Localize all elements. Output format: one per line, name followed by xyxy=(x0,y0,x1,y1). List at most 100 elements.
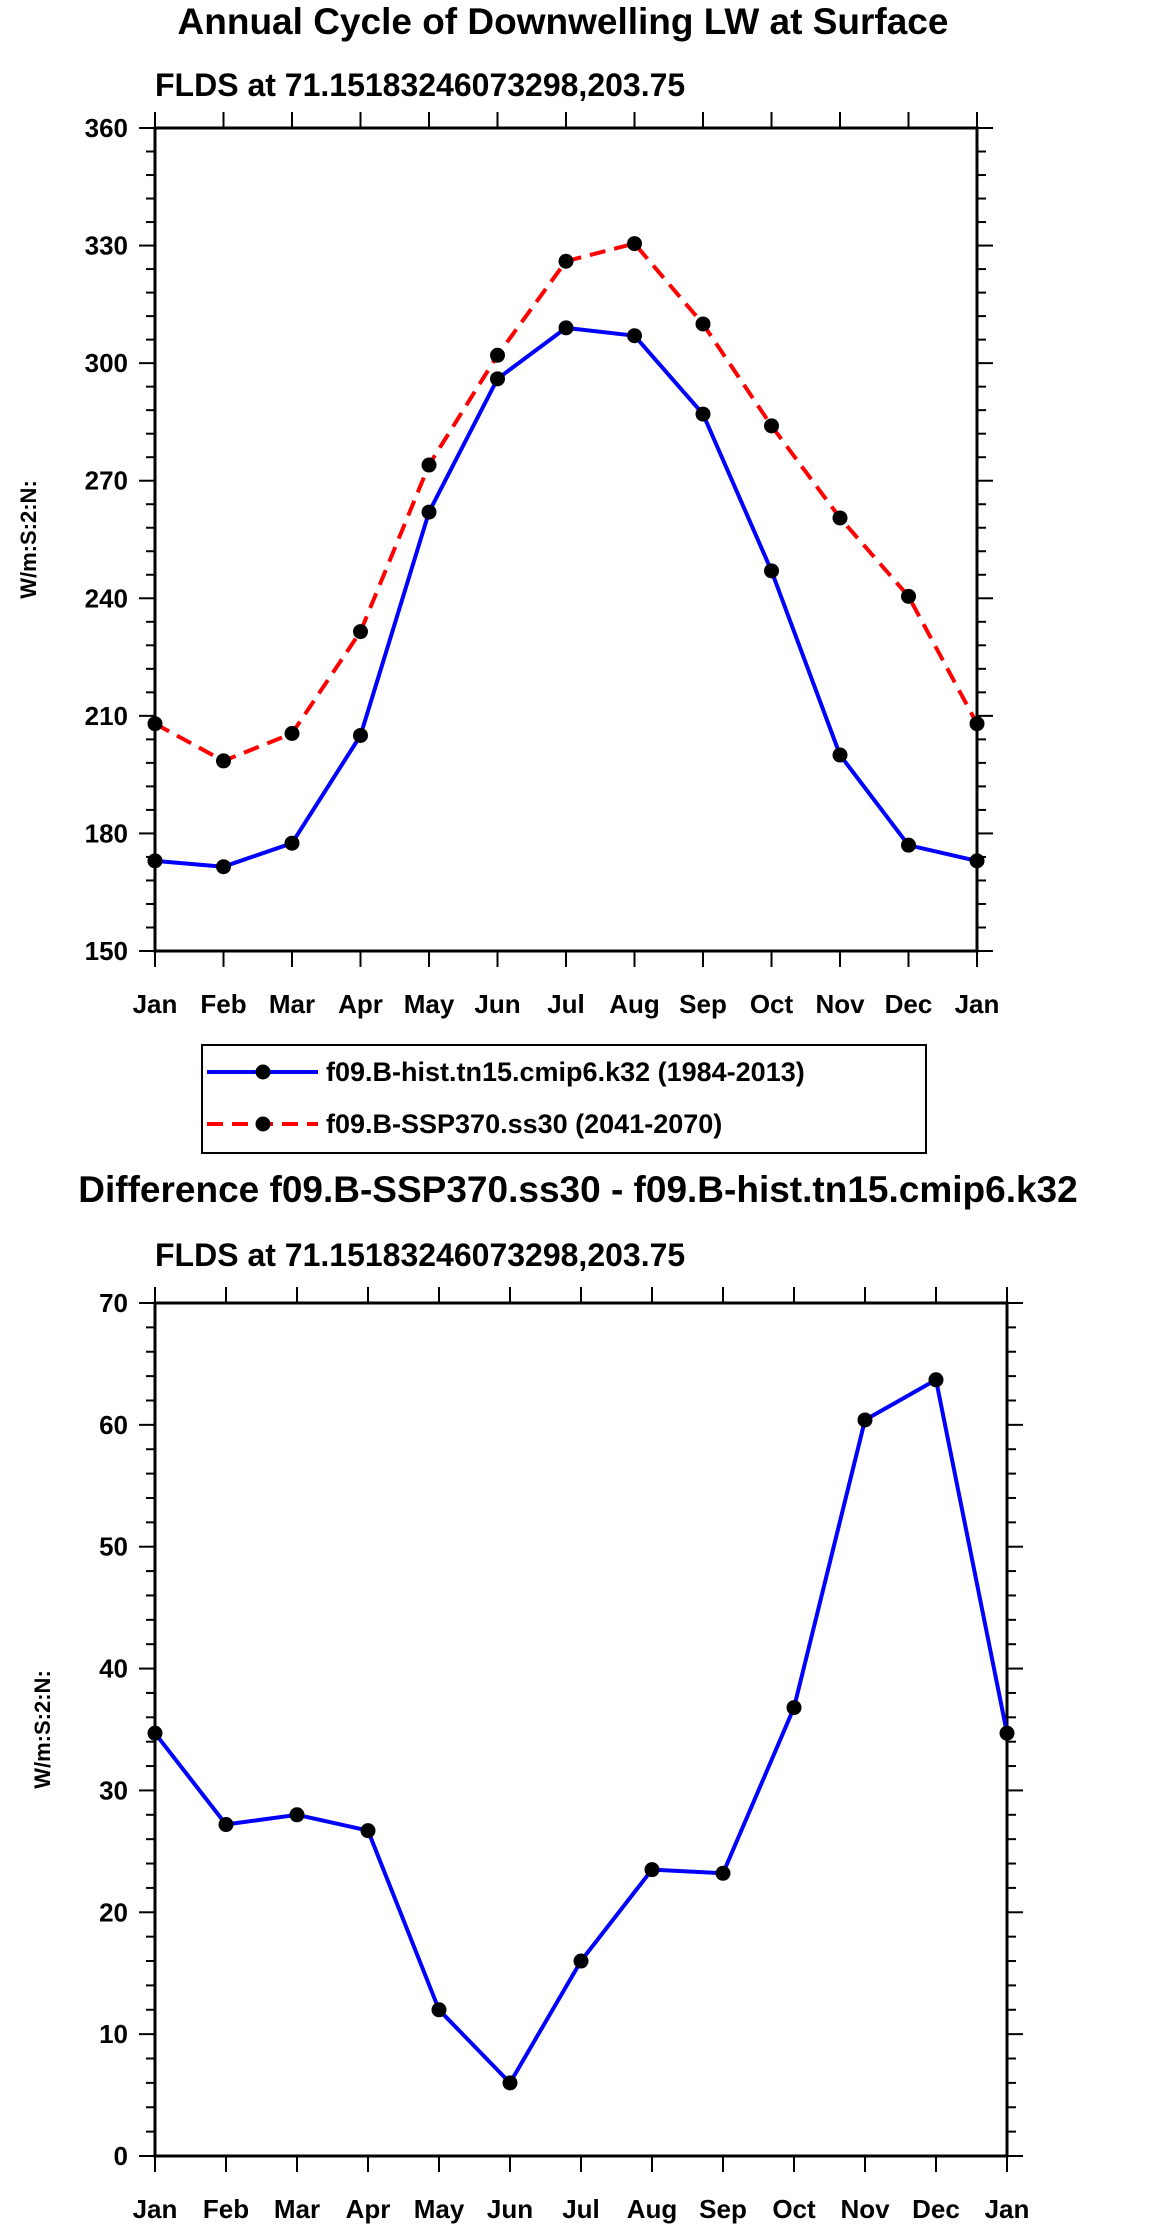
plot-frame xyxy=(153,1301,1009,2158)
chart-2: Difference f09.B-SSP370.ss30 - f09.B-his… xyxy=(30,1169,1078,2224)
x-tick-label: Mar xyxy=(274,2194,320,2224)
data-point xyxy=(353,624,368,640)
x-tick-label: May xyxy=(404,989,455,1019)
data-point xyxy=(490,371,505,387)
chart-subtitle: FLDS at 71.15183246073298,203.75 xyxy=(155,67,685,103)
data-point xyxy=(928,1372,944,1388)
data-point xyxy=(421,504,437,520)
data-point xyxy=(218,1817,234,1833)
x-tick-label: Nov xyxy=(815,989,865,1019)
data-point xyxy=(969,853,985,869)
x-tick-label: Dec xyxy=(912,2194,960,2224)
x-tick-label: Aug xyxy=(609,989,660,1019)
y-tick-label: 10 xyxy=(99,2019,128,2049)
y-tick-label: 360 xyxy=(85,113,128,143)
data-point xyxy=(360,1823,376,1839)
data-point xyxy=(147,853,163,869)
x-tick-label: Jan xyxy=(955,989,1000,1019)
data-point xyxy=(832,510,848,526)
y-tick-label: 20 xyxy=(99,1897,128,1927)
y-tick-label: 270 xyxy=(85,466,128,496)
x-tick-label: Dec xyxy=(885,989,933,1019)
data-point xyxy=(999,1725,1015,1741)
x-tick-label: Jan xyxy=(985,2194,1030,2224)
data-point xyxy=(558,253,574,269)
data-point xyxy=(901,588,916,604)
data-point xyxy=(764,563,779,579)
x-tick-label: Jun xyxy=(474,989,520,1019)
data-point xyxy=(353,727,368,743)
y-tick-label: 330 xyxy=(85,231,128,261)
data-point xyxy=(786,1700,802,1716)
data-point xyxy=(969,716,985,732)
x-tick-label: Oct xyxy=(772,2194,816,2224)
y-axis: 150 180 210 240 270 300 330 360 xyxy=(85,113,993,966)
data-point xyxy=(431,2002,447,2018)
x-axis: Jan Feb Mar Apr May Jun Jul Aug Sep Oct Nov Dec Jan xyxy=(133,112,1000,1019)
data-point xyxy=(627,236,642,252)
data-point xyxy=(502,2075,518,2091)
legend-marker xyxy=(255,1116,271,1132)
y-tick-label: 40 xyxy=(99,1654,128,1684)
y-tick-label: 50 xyxy=(99,1532,128,1562)
x-axis: Jan Feb Mar Apr May Jun Jul Aug Sep Oct Nov Dec Jan xyxy=(133,1287,1030,2224)
y-tick-label: 210 xyxy=(85,701,128,731)
data-point xyxy=(490,347,505,363)
data-point xyxy=(832,747,848,763)
data-point xyxy=(147,716,163,732)
data-point xyxy=(147,1725,163,1741)
data-point xyxy=(284,725,300,741)
chart-title: Annual Cycle of Downwelling LW at Surfac… xyxy=(178,1,949,42)
data-point xyxy=(857,1412,873,1428)
data-point xyxy=(644,1862,660,1878)
data-point xyxy=(284,835,300,851)
data-point xyxy=(216,753,231,769)
x-tick-label: Sep xyxy=(679,989,727,1019)
x-tick-label: Feb xyxy=(200,989,246,1019)
x-tick-label: Sep xyxy=(699,2194,747,2224)
data-point xyxy=(695,316,711,332)
y-tick-label: 300 xyxy=(85,348,128,378)
series-1 xyxy=(147,1372,1015,2091)
y-axis: 0 10 20 30 40 50 60 70 xyxy=(99,1288,1023,2171)
legend-marker xyxy=(255,1064,271,1080)
data-point xyxy=(216,859,231,875)
legend-entry: f09.B-hist.tn15.cmip6.k32 (1984-2013) xyxy=(326,1057,805,1087)
y-tick-label: 30 xyxy=(99,1775,128,1805)
y-axis-label: W/m:S:2:N: xyxy=(16,480,41,599)
data-point xyxy=(573,1953,589,1969)
data-point xyxy=(558,320,574,336)
series-1 xyxy=(147,320,985,875)
y-tick-label: 60 xyxy=(99,1410,128,1440)
data-point xyxy=(764,418,779,434)
y-tick-label: 70 xyxy=(99,1288,128,1318)
x-tick-label: Mar xyxy=(269,989,315,1019)
chart-title: Difference f09.B-SSP370.ss30 - f09.B-his… xyxy=(78,1169,1077,1210)
y-tick-label: 0 xyxy=(114,2141,128,2171)
x-tick-label: Apr xyxy=(346,2194,391,2224)
series-line xyxy=(154,325,978,869)
x-tick-label: Jul xyxy=(562,2194,600,2224)
y-tick-label: 150 xyxy=(85,936,128,966)
x-tick-label: Feb xyxy=(203,2194,249,2224)
series-2 xyxy=(147,236,985,769)
x-tick-label: Oct xyxy=(750,989,794,1019)
x-tick-label: Jan xyxy=(133,989,178,1019)
chart-subtitle: FLDS at 71.15183246073298,203.75 xyxy=(155,1237,685,1273)
data-point xyxy=(715,1865,731,1881)
chart-1: Annual Cycle of Downwelling LW at Surfac… xyxy=(16,1,1000,1154)
data-point xyxy=(627,328,642,344)
plot-frame xyxy=(153,126,979,953)
series-line xyxy=(153,1377,1009,2085)
x-tick-label: Apr xyxy=(338,989,383,1019)
legend-box xyxy=(201,1044,927,1154)
data-point xyxy=(901,837,916,853)
legend-entry: f09.B-SSP370.ss30 (2041-2070) xyxy=(326,1109,722,1139)
x-tick-label: May xyxy=(414,2194,465,2224)
data-point xyxy=(421,457,437,473)
y-tick-label: 240 xyxy=(85,583,128,613)
x-tick-label: Nov xyxy=(840,2194,890,2224)
x-tick-label: Aug xyxy=(627,2194,678,2224)
legend: f09.B-hist.tn15.cmip6.k32 (1984-2013) f09… xyxy=(201,1044,927,1154)
